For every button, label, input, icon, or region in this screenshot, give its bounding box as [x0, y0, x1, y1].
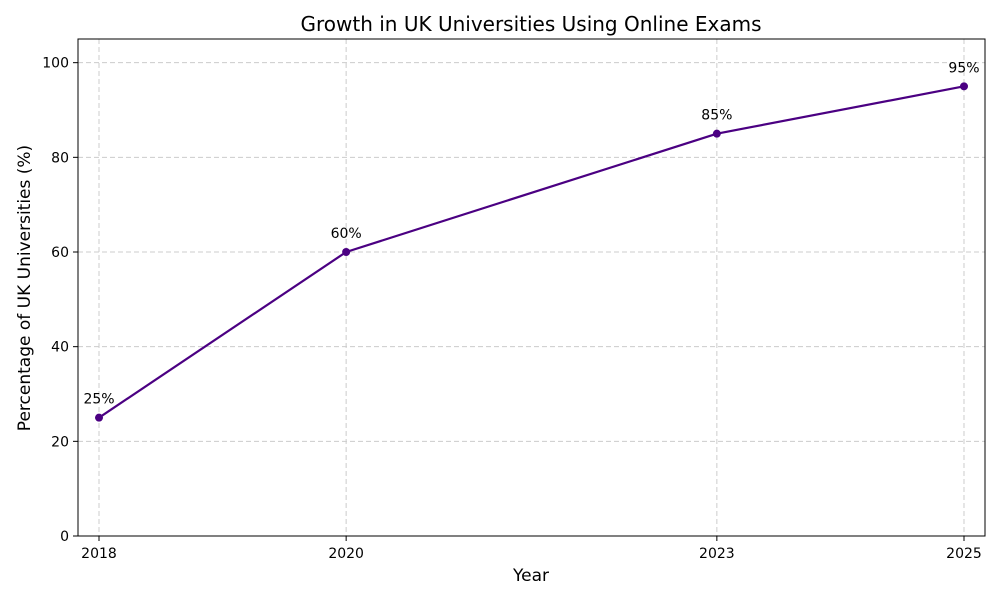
data-point — [342, 248, 351, 256]
x-tick-label: 2025 — [946, 546, 982, 562]
data-label: 95% — [948, 60, 979, 76]
data-label: 85% — [701, 108, 732, 124]
grid — [78, 39, 985, 537]
data-label: 25% — [83, 392, 114, 408]
series-line-layer — [98, 85, 965, 419]
x-tick-label: 2023 — [699, 546, 735, 562]
data-point — [959, 82, 968, 91]
y-axis-ticks: 0 20 40 60 80 100 — [42, 56, 78, 545]
x-tick-label: 2018 — [81, 546, 117, 562]
y-axis-label: Percentage of UK Universities (%) — [15, 145, 35, 431]
x-axis-ticks: 2018 2020 2023 2025 — [81, 536, 982, 562]
y-tick-label: 100 — [42, 56, 69, 72]
plot-frame — [77, 38, 986, 537]
data-points — [95, 82, 968, 422]
y-tick-label: 40 — [51, 340, 69, 356]
y-tick-label: 80 — [51, 150, 69, 166]
data-point — [712, 129, 721, 138]
x-tick-label: 2020 — [328, 546, 364, 562]
chart-title: Growth in UK Universities Using Online E… — [301, 12, 762, 36]
series-line — [98, 85, 965, 419]
y-tick-label: 20 — [51, 434, 69, 450]
data-labels: 25% 60% 85% 95% — [83, 60, 979, 407]
y-tick-label: 60 — [51, 245, 69, 261]
y-tick-label: 0 — [60, 529, 69, 545]
data-label: 60% — [331, 226, 362, 242]
x-axis-label: Year — [512, 566, 549, 586]
data-point — [95, 413, 104, 422]
